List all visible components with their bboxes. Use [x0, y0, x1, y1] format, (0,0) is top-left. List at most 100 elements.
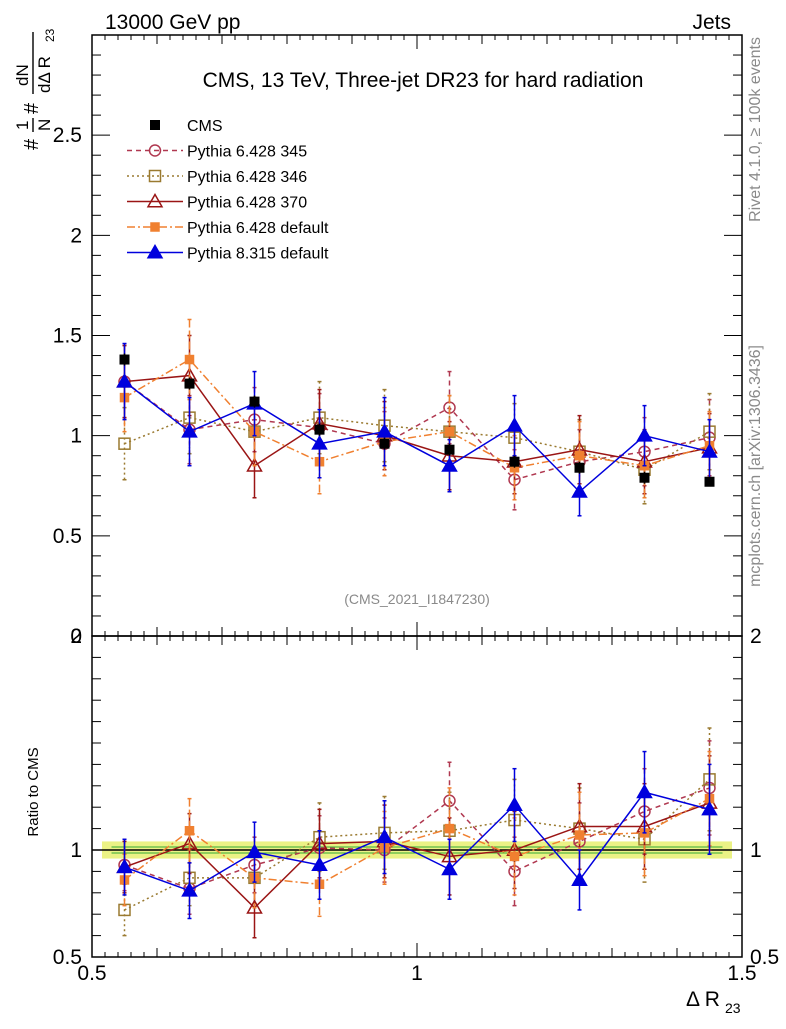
- ratio-point-pythia-8-315-default: [701, 800, 718, 816]
- legend: CMS Pythia 6.428 345 Pythia 6.428 346 Pythi…: [127, 118, 329, 263]
- x-axis-label-main: Δ R: [686, 988, 720, 1011]
- main-y-tick-label: 1: [70, 425, 82, 448]
- main-point-pythia-6-428-default: [444, 426, 455, 437]
- legend-label: Pythia 6.428 370: [187, 195, 307, 212]
- main-line-pythia-8-315-default: [124, 380, 710, 493]
- legend-marker: [146, 243, 164, 259]
- legend-marker: [148, 144, 162, 157]
- main-cms-point: [249, 396, 260, 407]
- legend-marker-cms: [150, 120, 160, 130]
- x-axis-label-sub: 23: [725, 1000, 741, 1016]
- main-point-pythia-8-315-default: [636, 427, 653, 442]
- y-label-n: N: [35, 119, 54, 131]
- y-label-hash-2: #: [21, 102, 43, 114]
- y-label-hash-1: #: [21, 138, 43, 150]
- legend-label: Pythia 8.315 default: [187, 246, 329, 263]
- main-point-pythia-8-315-default: [506, 417, 523, 432]
- ratio-point-pythia-8-315-default: [311, 856, 328, 871]
- watermark-label: (CMS_2021_I1847230): [344, 591, 490, 607]
- ratio-point-pythia-8-315-default: [506, 796, 523, 812]
- main-cms-point: [639, 472, 650, 483]
- legend-marker: [146, 192, 164, 208]
- main-series-pythia-6-428-346: [118, 380, 716, 505]
- y-label-dn: dN: [13, 64, 32, 86]
- ratio-point-pythia-8-315-default: [636, 783, 653, 799]
- ratio-point-pythia-8-315-default: [571, 871, 588, 886]
- main-point-pythia-8-315-default: [571, 483, 588, 498]
- series-layer: [116, 318, 718, 939]
- main-point-pythia-6-428-default: [184, 354, 195, 365]
- main-point-pythia-8-315-default: [701, 443, 718, 458]
- ratio-y-tick-label-right: 2: [750, 625, 762, 648]
- main-line-pythia-6-428-default: [124, 358, 710, 469]
- ratio-series-pythia-6-428-346: [118, 727, 716, 937]
- y-label-one: 1: [13, 121, 32, 130]
- ratio-line-pythia-6-428-370: [124, 802, 710, 909]
- main-line-pythia-6-428-345: [124, 380, 710, 481]
- main-series-pythia-6-428-345: [118, 344, 716, 511]
- x-tick-label: 1: [411, 962, 423, 985]
- legend-label: Pythia 6.428 default: [187, 220, 329, 237]
- main-point-pythia-8-315-default: [311, 435, 328, 450]
- ratio-point-pythia-8-315-default: [376, 828, 393, 844]
- main-point-pythia-6-428-370: [246, 457, 263, 472]
- legend-item: Pythia 6.428 346: [127, 169, 307, 186]
- ratio-series-pythia-8-315-default: [116, 750, 718, 920]
- y-label-sub: 23: [43, 28, 57, 42]
- main-line-pythia-6-428-370: [124, 374, 710, 467]
- ratio-series-pythia-6-428-default: [119, 750, 715, 918]
- ratio-point-pythia-8-315-default: [441, 860, 458, 876]
- legend-label: Pythia 6.428 345: [187, 144, 307, 161]
- ratio-point-pythia-8-315-default: [181, 882, 198, 897]
- main-y-tick-label: 2.5: [53, 124, 82, 147]
- legend-label: Pythia 6.428 346: [187, 169, 307, 186]
- ratio-point-pythia-8-315-default: [116, 858, 133, 874]
- y-label-dd: dΔ R: [35, 56, 54, 93]
- ratio-line-pythia-6-428-346: [124, 778, 711, 911]
- chart-title: CMS, 13 TeV, Three-jet DR23 for hard rad…: [203, 69, 644, 92]
- main-series-pythia-6-428-default: [119, 318, 715, 501]
- x-axis-label: Δ R 23: [686, 988, 741, 1016]
- main-y-tick-label: 0.5: [53, 525, 82, 548]
- legend-item: Pythia 6.428 370: [127, 192, 307, 212]
- ratio-y-tick-label-left: 2: [70, 625, 82, 648]
- main-y-tick-label: 0: [70, 625, 82, 648]
- main-y-axis-label: # 1 N # dN dΔ R 23: [13, 28, 57, 150]
- main-series-pythia-6-428-370: [116, 334, 718, 499]
- main-series-pythia-8-315-default: [116, 342, 718, 517]
- x-tick-label: 0.5: [77, 962, 106, 985]
- ratio-line-pythia-8-315-default: [124, 791, 710, 892]
- legend-item: CMS: [150, 118, 223, 135]
- main-cms-point: [379, 438, 390, 449]
- main-point-pythia-8-315-default: [376, 423, 393, 438]
- ratio-point-pythia-6-428-370: [246, 899, 263, 914]
- main-line-pythia-6-428-346: [124, 416, 710, 471]
- main-cms-point: [119, 354, 130, 365]
- ratio-y-tick-label-left: 0.5: [53, 946, 82, 969]
- ratio-series-pythia-6-428-345: [118, 740, 716, 915]
- main-cms-point: [184, 378, 195, 389]
- header-left: 13000 GeV pp: [105, 11, 240, 34]
- legend-marker: [148, 169, 162, 183]
- main-point-pythia-8-315-default: [116, 373, 133, 388]
- ratio-y-tick-label-right: 1: [750, 839, 762, 862]
- ratio-point-pythia-6-428-default: [184, 825, 195, 836]
- ratio-point-pythia-6-428-default: [509, 851, 520, 862]
- main-point-pythia-8-315-default: [181, 423, 198, 438]
- x-tick-label: 1.5: [727, 962, 756, 985]
- main-series-cms: [119, 353, 715, 487]
- main-point-pythia-6-428-default: [574, 450, 585, 461]
- main-cms-point: [509, 456, 520, 467]
- header-right: Jets: [692, 11, 731, 34]
- legend-item: Pythia 6.428 default: [127, 220, 329, 237]
- ratio-y-axis-label: Ratio to CMS: [25, 747, 42, 836]
- main-cms-point: [314, 424, 325, 435]
- legend-item: Pythia 8.315 default: [127, 243, 329, 263]
- legend-label: CMS: [187, 118, 223, 135]
- ratio-y-tick-label-left: 1: [70, 839, 82, 862]
- mcplots-label: mcplots.cern.ch [arXiv:1306.3436]: [747, 345, 764, 587]
- main-cms-point: [574, 462, 585, 473]
- ratio-point-pythia-8-315-default: [246, 843, 263, 859]
